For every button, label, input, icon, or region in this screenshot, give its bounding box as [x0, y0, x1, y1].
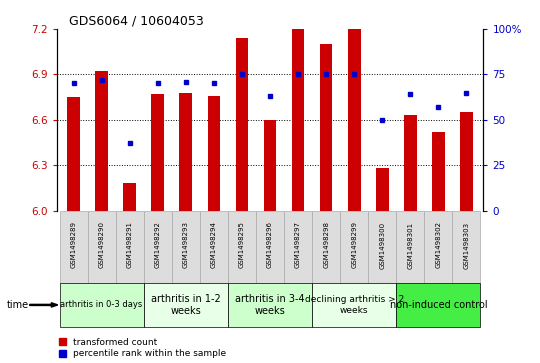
Bar — [172, 211, 200, 283]
Bar — [368, 211, 396, 283]
Bar — [312, 283, 396, 327]
Text: GSM1498303: GSM1498303 — [463, 221, 469, 269]
Text: arthritis in 0-3 days: arthritis in 0-3 days — [60, 301, 143, 309]
Text: GSM1498291: GSM1498291 — [127, 221, 133, 268]
Bar — [87, 211, 116, 283]
Bar — [256, 211, 284, 283]
Text: non-induced control: non-induced control — [389, 300, 487, 310]
Bar — [460, 112, 473, 211]
Bar — [340, 211, 368, 283]
Bar — [123, 183, 136, 211]
Bar — [396, 283, 481, 327]
Text: GSM1498294: GSM1498294 — [211, 221, 217, 268]
Bar — [207, 95, 220, 211]
Text: GSM1498302: GSM1498302 — [435, 221, 441, 268]
Bar — [151, 94, 164, 211]
Text: arthritis in 3-4
weeks: arthritis in 3-4 weeks — [235, 294, 305, 316]
Text: GSM1498299: GSM1498299 — [351, 221, 357, 268]
Bar — [432, 132, 445, 211]
Bar — [235, 38, 248, 211]
Bar — [200, 211, 228, 283]
Legend: transformed count, percentile rank within the sample: transformed count, percentile rank withi… — [58, 338, 226, 359]
Bar — [144, 211, 172, 283]
Bar — [284, 211, 312, 283]
Bar — [67, 97, 80, 211]
Bar — [264, 120, 276, 211]
Bar — [376, 168, 389, 211]
Text: GSM1498300: GSM1498300 — [379, 221, 385, 269]
Text: GSM1498295: GSM1498295 — [239, 221, 245, 268]
Bar — [95, 72, 108, 211]
Text: GSM1498296: GSM1498296 — [267, 221, 273, 268]
Bar — [179, 93, 192, 211]
Text: GDS6064 / 10604053: GDS6064 / 10604053 — [70, 15, 204, 28]
Text: declining arthritis > 2
weeks: declining arthritis > 2 weeks — [305, 295, 404, 315]
Bar — [404, 115, 417, 211]
Bar — [292, 29, 305, 211]
Bar — [348, 29, 361, 211]
Text: GSM1498293: GSM1498293 — [183, 221, 189, 268]
Text: GSM1498292: GSM1498292 — [155, 221, 161, 268]
Bar — [116, 211, 144, 283]
Bar — [228, 283, 312, 327]
Text: GSM1498289: GSM1498289 — [71, 221, 77, 268]
Bar — [320, 44, 333, 211]
Bar — [453, 211, 481, 283]
Text: GSM1498297: GSM1498297 — [295, 221, 301, 268]
Text: arthritis in 1-2
weeks: arthritis in 1-2 weeks — [151, 294, 221, 316]
Text: time: time — [6, 300, 29, 310]
Bar — [59, 211, 87, 283]
Text: GSM1498301: GSM1498301 — [407, 221, 413, 269]
Bar — [144, 283, 228, 327]
Text: GSM1498298: GSM1498298 — [323, 221, 329, 268]
Bar — [312, 211, 340, 283]
Bar — [396, 211, 424, 283]
Text: GSM1498290: GSM1498290 — [99, 221, 105, 268]
Bar — [424, 211, 453, 283]
Bar — [59, 283, 144, 327]
Bar — [228, 211, 256, 283]
